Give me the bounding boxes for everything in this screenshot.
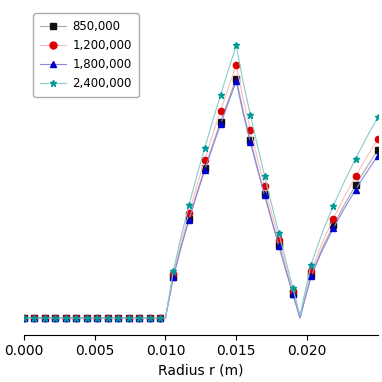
- X-axis label: Radius r (m): Radius r (m): [158, 364, 244, 378]
- Legend: 850,000, 1,200,000, 1,800,000, 2,400,000: 850,000, 1,200,000, 1,800,000, 2,400,000: [33, 13, 139, 97]
